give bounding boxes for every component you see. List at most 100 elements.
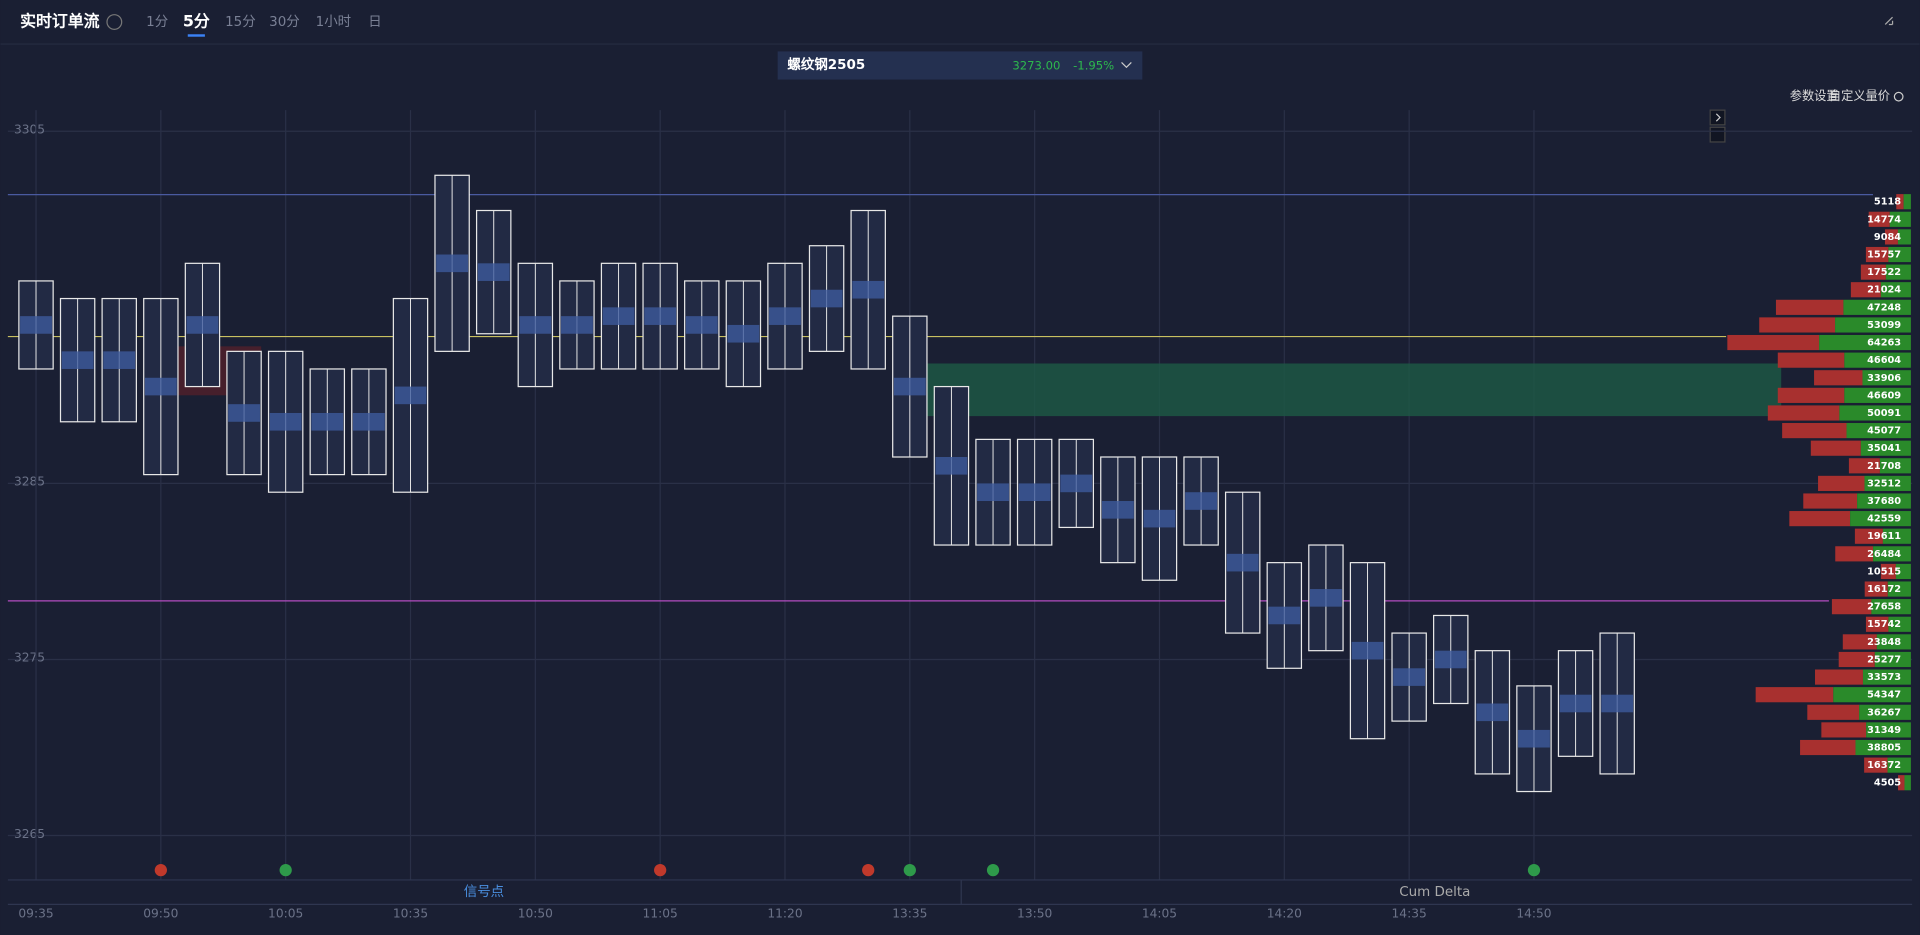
toolbar-item[interactable]: 参数设置 (1790, 88, 1839, 103)
timeframe-tab[interactable]: 1分 (146, 14, 168, 30)
profile-bar-sell (1896, 194, 1904, 210)
profile-bar-buy (1855, 739, 1911, 756)
arrow-icon (1715, 113, 1721, 122)
profile-label: 4505 (1874, 778, 1901, 789)
profile-label: 9084 (1874, 232, 1901, 243)
profile-bar-buy (1879, 458, 1911, 474)
poc-cell (103, 351, 136, 369)
footer-tab[interactable]: 信号点 (464, 884, 504, 900)
signals (154, 864, 1541, 877)
profile-label: 38805 (1867, 743, 1901, 754)
highlight-zone (912, 363, 1782, 417)
timeframe-tab[interactable]: 30分 (269, 14, 300, 30)
profile-label: 17522 (1867, 267, 1901, 278)
toolbar-item[interactable]: 自定义量价 (1829, 88, 1890, 103)
signal[interactable] (154, 864, 167, 877)
signal[interactable] (862, 864, 875, 877)
poc-cell (977, 483, 1009, 502)
x-tick-label: 10:50 (518, 907, 553, 921)
profile-label: 25277 (1867, 654, 1901, 665)
y-tick-label: 3285 (14, 475, 45, 489)
side-button[interactable] (1709, 109, 1726, 126)
profile-label: 33573 (1867, 672, 1901, 683)
profile-bar-sell (1884, 229, 1898, 245)
profile-bar-buy (1859, 704, 1911, 720)
profile-label: 16172 (1867, 584, 1901, 595)
poc-cell (1518, 729, 1550, 748)
y-tick-label: 3275 (14, 651, 45, 665)
poc-cell (727, 324, 760, 343)
plot-area: 3265 3275 3285 3305 09:35 09:50 10:05 10:35 10:5… (7, 110, 1913, 921)
timeframe-tab[interactable]: 1小时 (316, 14, 351, 30)
profile-bar-buy (1887, 757, 1911, 773)
profile-label: 42559 (1867, 514, 1901, 525)
profile-label: 14774 (1867, 214, 1901, 225)
signal[interactable] (903, 864, 916, 877)
x-tick-label: 14:50 (1516, 907, 1551, 921)
profile-label: 46609 (1867, 390, 1901, 401)
profile-label: 23848 (1867, 637, 1901, 648)
profile-bar-buy (1882, 528, 1911, 544)
poc-cell (519, 316, 552, 334)
x-tick-label: 10:35 (393, 907, 428, 921)
profile-bar-sell (1800, 739, 1856, 756)
profile-bar-sell (1777, 387, 1845, 403)
profile-label: 5118 (1874, 197, 1901, 208)
signal[interactable] (279, 864, 292, 877)
x-tick-label: 13:50 (1017, 907, 1052, 921)
timeframe-tab[interactable]: 5分 (183, 12, 210, 31)
marks: 5118 14774 9084 15757 17522 21024 47248 53099 64… (18, 174, 1911, 793)
profile-bar-buy (1833, 687, 1911, 703)
timeframe-tab[interactable]: 15分 (225, 14, 256, 30)
profile-bar-buy (1871, 599, 1911, 615)
poc-cell (602, 307, 635, 325)
timeframe-tab[interactable]: 日 (368, 15, 381, 30)
footer-tab[interactable]: Cum Delta (1399, 885, 1470, 900)
instrument-box[interactable] (777, 51, 1143, 80)
profile-bar-buy (1850, 511, 1911, 527)
instrument-name: 螺纹钢2505 (787, 56, 865, 73)
poc-cell (228, 404, 260, 422)
poc-cell (436, 254, 469, 273)
poc-cell (893, 377, 926, 396)
poc-cell (61, 351, 94, 369)
profile-bar-sell (1810, 440, 1861, 456)
profile-bar-sell (1782, 423, 1847, 439)
profile-label: 32512 (1867, 478, 1901, 489)
poc-cell (1476, 703, 1509, 722)
side-button[interactable] (1709, 126, 1726, 143)
collapse-icon[interactable] (1884, 16, 1894, 26)
poc-cell (186, 316, 219, 334)
signal[interactable] (1527, 864, 1541, 877)
profile-bar-buy (1880, 282, 1911, 298)
poc-cell (1310, 589, 1342, 607)
profile-label: 36267 (1867, 707, 1901, 718)
profile-bar-sell (1865, 246, 1889, 263)
poc-cell (269, 412, 302, 431)
profile-bar-buy (1889, 211, 1911, 227)
profile-bar-sell (1775, 299, 1844, 315)
poc-cell (644, 307, 677, 325)
poc-cell (769, 307, 801, 325)
poc-cell (144, 377, 177, 396)
x-tick-label: 14:05 (1142, 907, 1177, 921)
x-tick-label: 13:35 (892, 907, 927, 921)
profile-bar-buy (1862, 370, 1911, 386)
profile-label: 46604 (1867, 355, 1901, 366)
instrument-change: -1.95% (1073, 59, 1114, 73)
profile-bar-buy (1843, 299, 1911, 315)
help-icon[interactable] (106, 14, 123, 30)
profile-label: 21024 (1867, 285, 1901, 296)
signal[interactable] (654, 864, 667, 877)
poc-cell (311, 412, 344, 431)
poc-cell (852, 280, 885, 299)
signal[interactable] (986, 864, 1000, 877)
profile-label: 45077 (1867, 426, 1901, 437)
profile-bar-buy (1844, 352, 1911, 368)
profile-label: 21708 (1867, 461, 1901, 472)
tab-underline (187, 34, 205, 37)
x-tick-label: 11:05 (643, 907, 678, 921)
x-tick-label: 09:35 (18, 907, 53, 921)
poc-cell (1351, 641, 1384, 660)
